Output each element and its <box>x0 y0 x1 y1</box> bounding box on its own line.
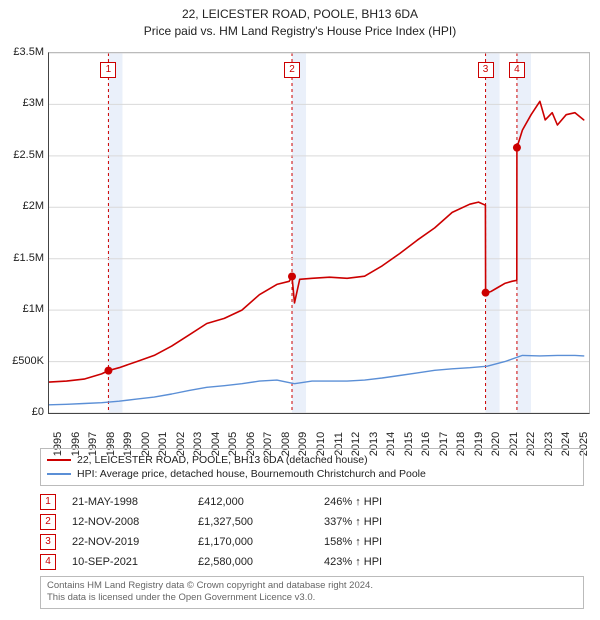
chart-svg <box>49 53 589 413</box>
legend: 22, LEICESTER ROAD, POOLE, BH13 6DA (det… <box>40 448 584 486</box>
sale-date: 12-NOV-2008 <box>72 516 182 528</box>
table-row: 1 21-MAY-1998 £412,000 246% ↑ HPI <box>40 492 570 512</box>
table-row: 3 22-NOV-2019 £1,170,000 158% ↑ HPI <box>40 532 570 552</box>
sale-number-box: 4 <box>40 554 56 570</box>
marker-number-box: 2 <box>284 62 300 78</box>
marker-number-box: 1 <box>100 62 116 78</box>
footer-line-2: This data is licensed under the Open Gov… <box>47 592 577 604</box>
y-tick-label: £0 <box>4 406 44 418</box>
sale-price: £2,580,000 <box>198 556 308 568</box>
legend-swatch <box>47 459 71 461</box>
legend-label: 22, LEICESTER ROAD, POOLE, BH13 6DA (det… <box>77 454 368 466</box>
table-row: 4 10-SEP-2021 £2,580,000 423% ↑ HPI <box>40 552 570 572</box>
legend-row: 22, LEICESTER ROAD, POOLE, BH13 6DA (det… <box>47 453 577 467</box>
sale-date: 21-MAY-1998 <box>72 496 182 508</box>
sale-number-box: 2 <box>40 514 56 530</box>
footer-line-1: Contains HM Land Registry data © Crown c… <box>47 580 577 592</box>
marker-number-box: 4 <box>509 62 525 78</box>
y-tick-label: £3.5M <box>4 46 44 58</box>
y-tick-label: £3M <box>4 97 44 109</box>
sale-price: £1,327,500 <box>198 516 308 528</box>
chart-container: 22, LEICESTER ROAD, POOLE, BH13 6DA Pric… <box>0 0 600 620</box>
sales-table: 1 21-MAY-1998 £412,000 246% ↑ HPI 2 12-N… <box>40 492 570 572</box>
title-line-2: Price paid vs. HM Land Registry's House … <box>0 23 600 40</box>
sale-date: 22-NOV-2019 <box>72 536 182 548</box>
legend-swatch <box>47 473 71 475</box>
y-tick-label: £1.5M <box>4 252 44 264</box>
title-line-1: 22, LEICESTER ROAD, POOLE, BH13 6DA <box>0 6 600 23</box>
y-tick-label: £2.5M <box>4 149 44 161</box>
sale-pct: 158% ↑ HPI <box>324 536 444 548</box>
y-tick-label: £500K <box>4 355 44 367</box>
y-tick-label: £2M <box>4 200 44 212</box>
sale-pct: 246% ↑ HPI <box>324 496 444 508</box>
footer-attribution: Contains HM Land Registry data © Crown c… <box>40 576 584 609</box>
sale-price: £1,170,000 <box>198 536 308 548</box>
sale-pct: 337% ↑ HPI <box>324 516 444 528</box>
legend-label: HPI: Average price, detached house, Bour… <box>77 468 426 480</box>
table-row: 2 12-NOV-2008 £1,327,500 337% ↑ HPI <box>40 512 570 532</box>
sale-number-box: 1 <box>40 494 56 510</box>
marker-number-box: 3 <box>478 62 494 78</box>
sale-price: £412,000 <box>198 496 308 508</box>
chart-title: 22, LEICESTER ROAD, POOLE, BH13 6DA Pric… <box>0 0 600 40</box>
legend-row: HPI: Average price, detached house, Bour… <box>47 467 577 481</box>
sale-number-box: 3 <box>40 534 56 550</box>
sale-pct: 423% ↑ HPI <box>324 556 444 568</box>
y-tick-label: £1M <box>4 303 44 315</box>
sale-date: 10-SEP-2021 <box>72 556 182 568</box>
chart-plot-area <box>48 52 590 414</box>
